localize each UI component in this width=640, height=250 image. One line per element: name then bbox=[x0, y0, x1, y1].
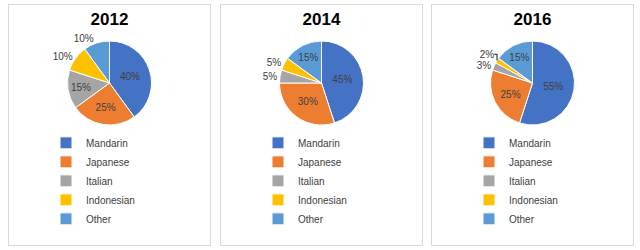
svg-text:30%: 30% bbox=[298, 96, 318, 107]
svg-text:Japanese: Japanese bbox=[86, 157, 130, 168]
svg-text:Indonesian: Indonesian bbox=[509, 195, 558, 206]
svg-text:3%: 3% bbox=[477, 60, 492, 71]
svg-text:45%: 45% bbox=[332, 74, 352, 85]
svg-text:15%: 15% bbox=[509, 52, 529, 63]
svg-text:Italian: Italian bbox=[298, 176, 325, 187]
svg-text:Indonesian: Indonesian bbox=[298, 195, 347, 206]
svg-text:Indonesian: Indonesian bbox=[86, 195, 135, 206]
svg-text:25%: 25% bbox=[96, 102, 116, 113]
svg-text:Other: Other bbox=[509, 214, 535, 225]
svg-text:Japanese: Japanese bbox=[509, 157, 553, 168]
svg-text:15%: 15% bbox=[298, 52, 318, 63]
svg-text:Other: Other bbox=[298, 214, 324, 225]
svg-text:Mandarin: Mandarin bbox=[298, 138, 340, 149]
svg-text:Mandarin: Mandarin bbox=[509, 138, 551, 149]
svg-text:Other: Other bbox=[86, 214, 112, 225]
svg-text:10%: 10% bbox=[53, 51, 73, 62]
svg-text:40%: 40% bbox=[120, 71, 140, 82]
svg-text:Italian: Italian bbox=[86, 176, 113, 187]
svg-text:Japanese: Japanese bbox=[298, 157, 342, 168]
svg-text:2014: 2014 bbox=[303, 10, 341, 29]
svg-text:2016: 2016 bbox=[514, 10, 552, 29]
svg-text:Italian: Italian bbox=[509, 176, 536, 187]
svg-text:5%: 5% bbox=[267, 57, 282, 68]
svg-text:Mandarin: Mandarin bbox=[86, 138, 128, 149]
svg-text:15%: 15% bbox=[71, 82, 91, 93]
svg-text:2%: 2% bbox=[480, 49, 495, 60]
svg-text:10%: 10% bbox=[74, 33, 94, 44]
svg-text:5%: 5% bbox=[263, 71, 278, 82]
svg-text:2012: 2012 bbox=[91, 10, 129, 29]
svg-text:55%: 55% bbox=[543, 81, 563, 92]
svg-text:25%: 25% bbox=[501, 89, 521, 100]
